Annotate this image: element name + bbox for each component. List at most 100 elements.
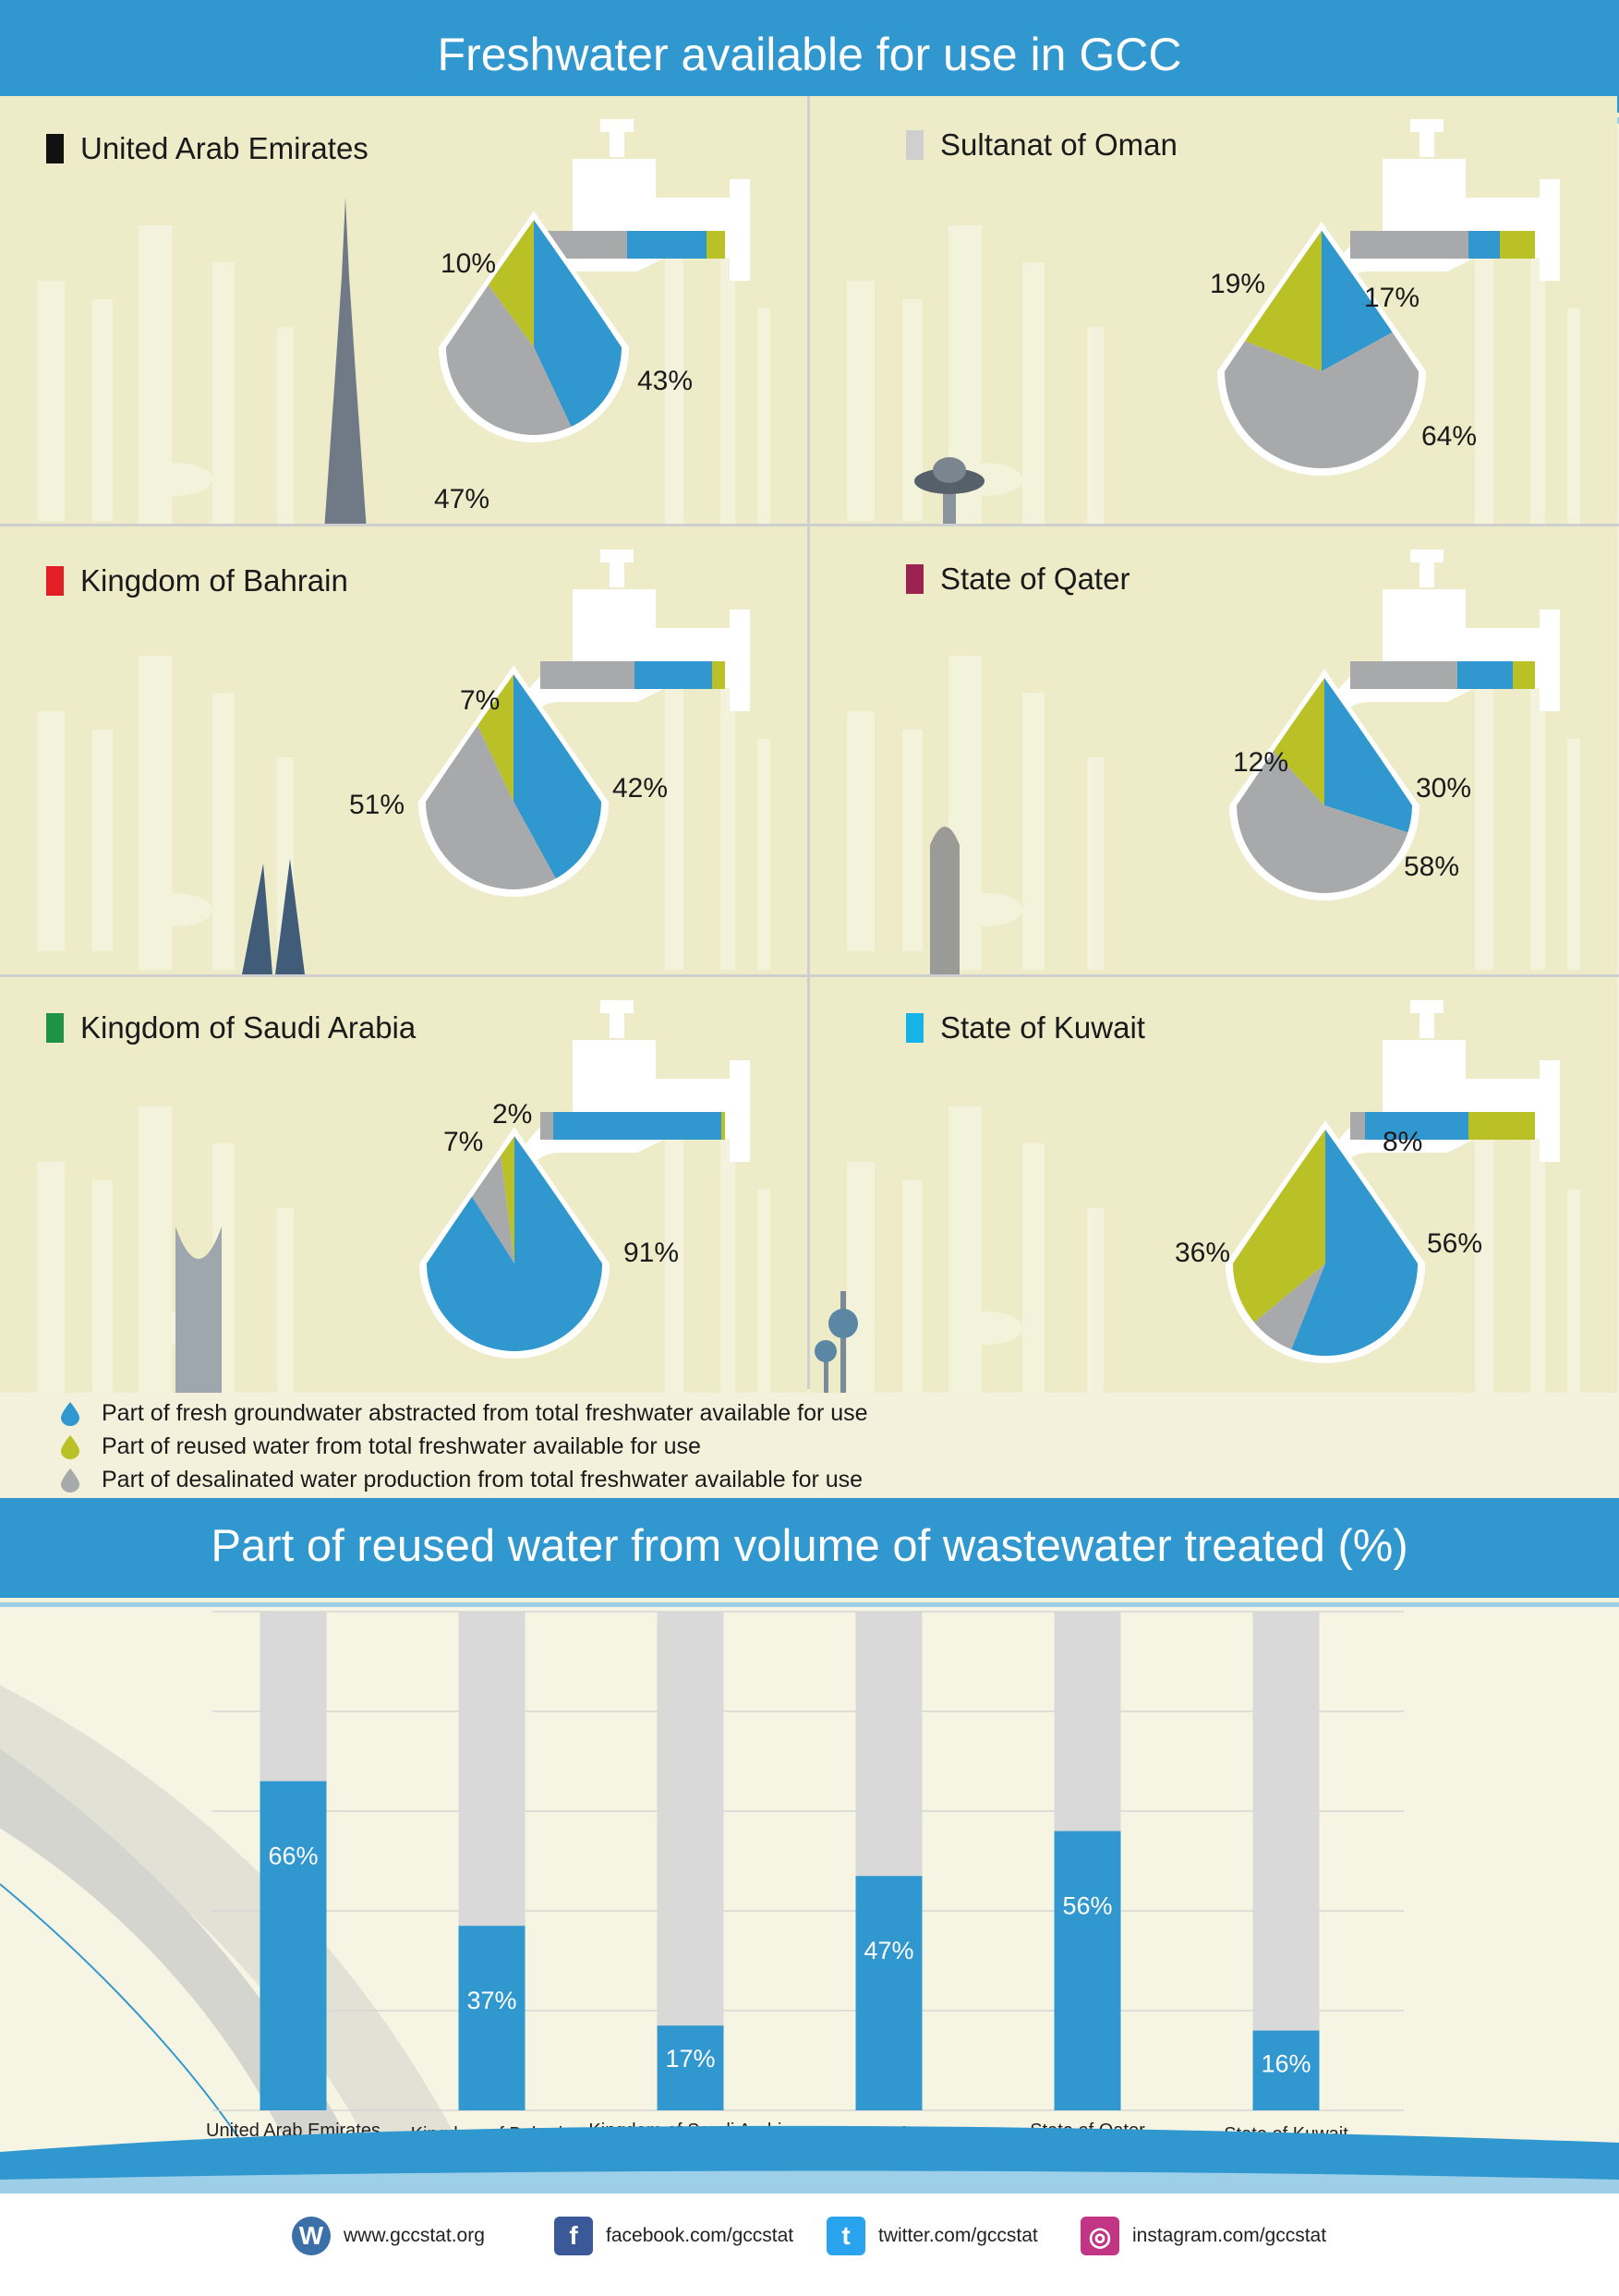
- faucet-band-reused: [1500, 231, 1535, 259]
- panel-graphic: [815, 1000, 1580, 1393]
- facebook-link[interactable]: f facebook.com/gccstat: [554, 2217, 793, 2255]
- legend-label: Part of desalinated water production fro…: [102, 1466, 864, 1492]
- country-label: Sultanat of Oman: [940, 127, 1178, 162]
- legend-item-groundwater: Part of fresh groundwater abstracted fro…: [59, 1396, 868, 1430]
- panel-graphic: [847, 550, 1580, 974]
- bar-value-label: 47%: [864, 1937, 913, 1964]
- drop-icon: [61, 1468, 79, 1492]
- twitter-icon: t: [827, 2217, 865, 2255]
- country-name: State of Qater: [906, 562, 1130, 597]
- faucet-band-desalinated: [1350, 661, 1457, 689]
- pie-slice-desalinated: [426, 674, 590, 889]
- website-link[interactable]: W www.gccstat.org: [292, 2217, 485, 2255]
- faucet-band-desalinated: [1350, 1112, 1365, 1140]
- skyline-background: [37, 207, 770, 539]
- skyline-background: [847, 1088, 1580, 1393]
- bar-value-label: 56%: [1062, 1892, 1112, 1920]
- faucet-icon: [1327, 1000, 1560, 1167]
- landmark-building-icon: [815, 1291, 858, 1393]
- bar-kingdom-of-bahrain: [458, 1926, 526, 2110]
- footer: [0, 2193, 1619, 2296]
- panel-graphic: [847, 119, 1580, 544]
- faucet-icon: [1327, 119, 1560, 286]
- country-name: United Arab Emirates: [46, 131, 369, 166]
- panel-divider-horizontal: [0, 974, 1619, 977]
- pie-label-desalinated: 64%: [1421, 421, 1478, 452]
- facebook-icon: f: [554, 2217, 593, 2255]
- faucet-band-desalinated: [540, 661, 634, 689]
- legend-label: Part of reused water from total freshwat…: [102, 1432, 701, 1459]
- pie-label-desalinated: 58%: [1404, 852, 1460, 882]
- pie-label-reused: 12%: [1233, 747, 1289, 778]
- faucet-band-reused: [1513, 661, 1535, 689]
- pie-label-reused: 36%: [1175, 1238, 1231, 1268]
- panel-state-of-qater: 30% 12% 58% State of Qater: [810, 526, 1617, 974]
- panel-united-arab-emirates: 43% 10% 47% United Arab Emirates: [0, 96, 807, 544]
- panel-divider-vertical: [807, 96, 810, 1389]
- instagram-icon: ◎: [1081, 2217, 1119, 2255]
- pie-label-groundwater: 56%: [1427, 1228, 1483, 1259]
- pie-label-desalinated: 51%: [349, 790, 405, 820]
- pie-slice-groundwater: [1263, 1130, 1418, 1356]
- panel-graphic: [37, 119, 770, 544]
- panel-kingdom-of-bahrain: 42% 7% 51% Kingdom of Bahrain: [0, 526, 807, 974]
- pie-label-groundwater: 43%: [637, 366, 694, 396]
- faucet-band-reused: [712, 661, 725, 689]
- country-swatch: [46, 1013, 64, 1043]
- legend-label: Part of fresh groundwater abstracted fro…: [102, 1399, 868, 1426]
- country-label: Kingdom of Saudi Arabia: [80, 1010, 417, 1045]
- faucet-band-reused: [1468, 1112, 1535, 1140]
- faucet-band-reused: [707, 231, 725, 259]
- bar-united-arab-emirates: [260, 1781, 327, 2110]
- twitter-link[interactable]: t twitter.com/gccstat: [827, 2217, 1038, 2255]
- facebook-text: facebook.com/gccstat: [606, 2225, 794, 2246]
- faucet-band-desalinated: [540, 1112, 553, 1140]
- instagram-link[interactable]: ◎ instagram.com/gccstat: [1081, 2217, 1326, 2255]
- faucet-band-groundwater: [1457, 661, 1513, 689]
- panel-state-of-kuwait: 56% 36% 8% State of Kuwait: [810, 977, 1617, 1393]
- country-swatch: [46, 134, 64, 163]
- bar-state-of-kuwait: [1252, 2030, 1320, 2110]
- pie-label-groundwater: 42%: [612, 773, 669, 804]
- country-swatch: [906, 130, 924, 160]
- pie-label-reused: 19%: [1210, 269, 1266, 299]
- bar-sultanat-of-oman: [855, 1876, 923, 2110]
- landmark-building-icon: [930, 827, 960, 974]
- country-name: Kingdom of Bahrain: [46, 563, 348, 598]
- drop-icon: [61, 1435, 79, 1459]
- pie-label-desalinated: 7%: [443, 1127, 484, 1157]
- faucet-icon: [517, 1000, 750, 1167]
- bar-value-label: 16%: [1261, 2050, 1311, 2078]
- faucet-band-groundwater: [553, 1112, 721, 1140]
- faucet-icon: [1327, 550, 1560, 717]
- decorative-swoosh: [0, 1685, 480, 2184]
- skyline-background: [847, 637, 1580, 970]
- panel-graphic: [37, 550, 770, 974]
- footer-wave: [0, 2125, 1619, 2193]
- country-name: Kingdom of Saudi Arabia: [46, 1010, 416, 1045]
- faucet-band-reused: [721, 1112, 725, 1140]
- chart-title: Part of reused water from volume of wast…: [0, 1498, 1619, 1609]
- country-name: State of Kuwait: [906, 1010, 1145, 1045]
- pie-label-reused: 7%: [460, 685, 501, 716]
- pie-slice-desalinated: [446, 220, 601, 435]
- country-swatch: [906, 1013, 924, 1043]
- country-label: State of Kuwait: [940, 1010, 1145, 1045]
- country-swatch: [46, 566, 64, 596]
- country-label: Kingdom of Bahrain: [80, 563, 348, 598]
- panel-sultanat-of-oman: 17% 19% 64% Sultanat of Oman: [810, 96, 1617, 544]
- country-swatch: [906, 564, 924, 594]
- bar-value-label: 66%: [268, 1843, 318, 1870]
- faucet-icon: [517, 550, 750, 717]
- pie-label-desalinated: 47%: [434, 484, 490, 514]
- bar-value-label: 37%: [466, 1987, 516, 2014]
- pie-label-groundwater: 17%: [1364, 283, 1420, 313]
- drop-icon: [61, 1402, 79, 1426]
- faucet-band-groundwater: [627, 231, 707, 259]
- pie-label-groundwater: 30%: [1416, 773, 1472, 804]
- website-text: www.gccstat.org: [344, 2225, 485, 2246]
- legend-item-desalinated: Part of desalinated water production fro…: [59, 1463, 868, 1496]
- landmark-building-icon: [242, 859, 305, 974]
- landmark-building-icon: [323, 198, 368, 544]
